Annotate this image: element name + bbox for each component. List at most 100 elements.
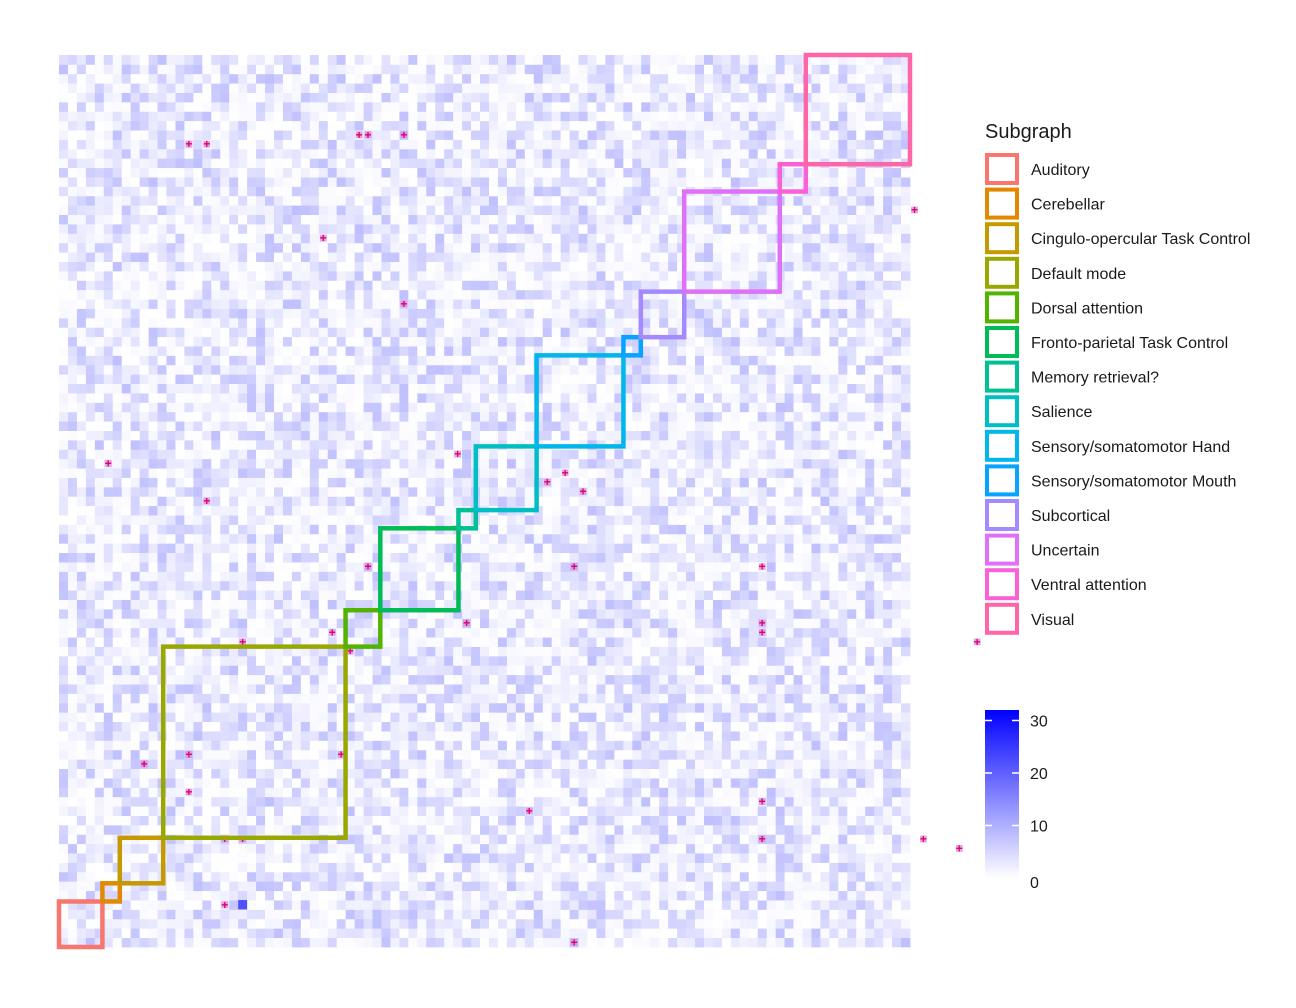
heatmap-cell: [757, 505, 768, 516]
heatmap-cell: [623, 881, 633, 892]
heatmap-cell: [659, 477, 669, 488]
heatmap-cell: [695, 862, 705, 873]
heatmap-cell: [605, 496, 615, 507]
heatmap-cell: [829, 637, 839, 647]
heatmap-cell: [193, 871, 203, 882]
heatmap-cell: [677, 637, 687, 647]
heatmap-cell: [480, 646, 490, 657]
heatmap-cell: [739, 468, 750, 478]
heatmap-cell: [345, 749, 356, 760]
heatmap-cell: [668, 768, 678, 779]
heatmap-cell: [686, 524, 696, 535]
heatmap-cell: [399, 515, 409, 525]
heatmap-cell: [345, 909, 356, 920]
heatmap-cell: [721, 909, 732, 920]
heatmap-cell: [121, 702, 132, 713]
heatmap-cell: [506, 486, 517, 497]
heatmap-cell: [238, 824, 248, 835]
heatmap-cell: [569, 627, 579, 638]
heatmap-cell: [220, 543, 230, 554]
heatmap-cell: [892, 637, 902, 647]
heatmap-cell: [829, 777, 839, 788]
heatmap-cell: [318, 824, 329, 835]
heatmap-cell: [659, 834, 669, 845]
heatmap-cell: [220, 552, 230, 563]
heatmap-cell: [560, 749, 570, 760]
heatmap-cell: [515, 740, 526, 751]
heatmap-cell: [408, 590, 418, 600]
heatmap-cell: [659, 458, 669, 469]
heatmap-cell: [695, 458, 705, 469]
heatmap-cell: [327, 674, 338, 685]
heatmap-cell: [282, 721, 293, 732]
heatmap-cell: [596, 533, 606, 544]
heatmap-cell: [336, 533, 347, 544]
heatmap-cell: [883, 646, 893, 657]
heatmap-cell: [390, 449, 400, 460]
heatmap-cell: [345, 693, 356, 704]
heatmap-cell: [282, 646, 293, 657]
heatmap-cell: [883, 890, 893, 901]
heatmap-cell: [327, 853, 338, 863]
heatmap-cell: [309, 608, 320, 619]
heatmap-cell: [569, 890, 579, 901]
heatmap-cell: [229, 486, 239, 497]
heatmap-cell: [175, 449, 185, 460]
heatmap-cell: [721, 468, 732, 478]
heatmap-cell: [291, 796, 302, 807]
heatmap-cell: [811, 693, 821, 704]
heatmap-cell: [524, 853, 535, 863]
heatmap-cell: [569, 871, 579, 882]
heatmap-cell: [551, 843, 562, 854]
heatmap-cell: [515, 655, 526, 666]
heatmap-cell: [166, 740, 176, 751]
heatmap-cell: [363, 890, 373, 901]
heatmap-cell: [462, 590, 472, 600]
heatmap-cell: [309, 684, 320, 694]
heatmap-cell: [202, 768, 212, 779]
heatmap-cell: [435, 871, 445, 882]
heatmap-cell: [677, 890, 687, 901]
heatmap-cell: [381, 890, 391, 901]
heatmap-cell: [650, 599, 660, 610]
heatmap-cell: [291, 881, 302, 892]
heatmap-cell: [623, 824, 633, 835]
heatmap-cell: [309, 824, 320, 835]
heatmap-cell: [381, 909, 391, 920]
heatmap-cell: [336, 759, 347, 769]
heatmap-cell: [703, 834, 714, 845]
heatmap-cell: [497, 543, 508, 554]
heatmap-cell: [659, 674, 669, 685]
heatmap-cell: [282, 449, 293, 460]
heatmap-cell: [354, 871, 364, 882]
heatmap-cell: [327, 655, 338, 666]
heatmap-cell: [148, 552, 158, 563]
heatmap-cell: [390, 787, 400, 798]
heatmap-cell: [883, 815, 893, 826]
heatmap-cell: [641, 824, 651, 835]
heatmap-cell: [444, 712, 454, 723]
heatmap-cell: [103, 637, 114, 647]
heatmap-cell: [883, 881, 893, 892]
heatmap-cell: [130, 890, 141, 901]
heatmap-cell: [444, 599, 454, 610]
heatmap-cell: [784, 665, 794, 676]
heatmap-cell: [273, 505, 284, 516]
heatmap-cell: [363, 571, 373, 582]
heatmap-cell: [632, 918, 642, 929]
heatmap-cell: [282, 918, 293, 929]
heatmap-cell: [542, 900, 553, 910]
heatmap-cell: [551, 608, 562, 619]
heatmap-cell: [103, 928, 114, 939]
heatmap-cell: [614, 486, 624, 497]
heatmap-cell: [229, 918, 239, 929]
heatmap-cell: [103, 768, 114, 779]
heatmap-cell: [587, 712, 597, 723]
heatmap-cell: [453, 655, 463, 666]
heatmap-cell: [820, 515, 830, 525]
heatmap-cell: [542, 458, 553, 469]
heatmap-cell: [480, 477, 490, 488]
heatmap-cell: [291, 674, 302, 685]
heatmap-cell: [130, 618, 141, 629]
heatmap-cell: [686, 853, 696, 863]
